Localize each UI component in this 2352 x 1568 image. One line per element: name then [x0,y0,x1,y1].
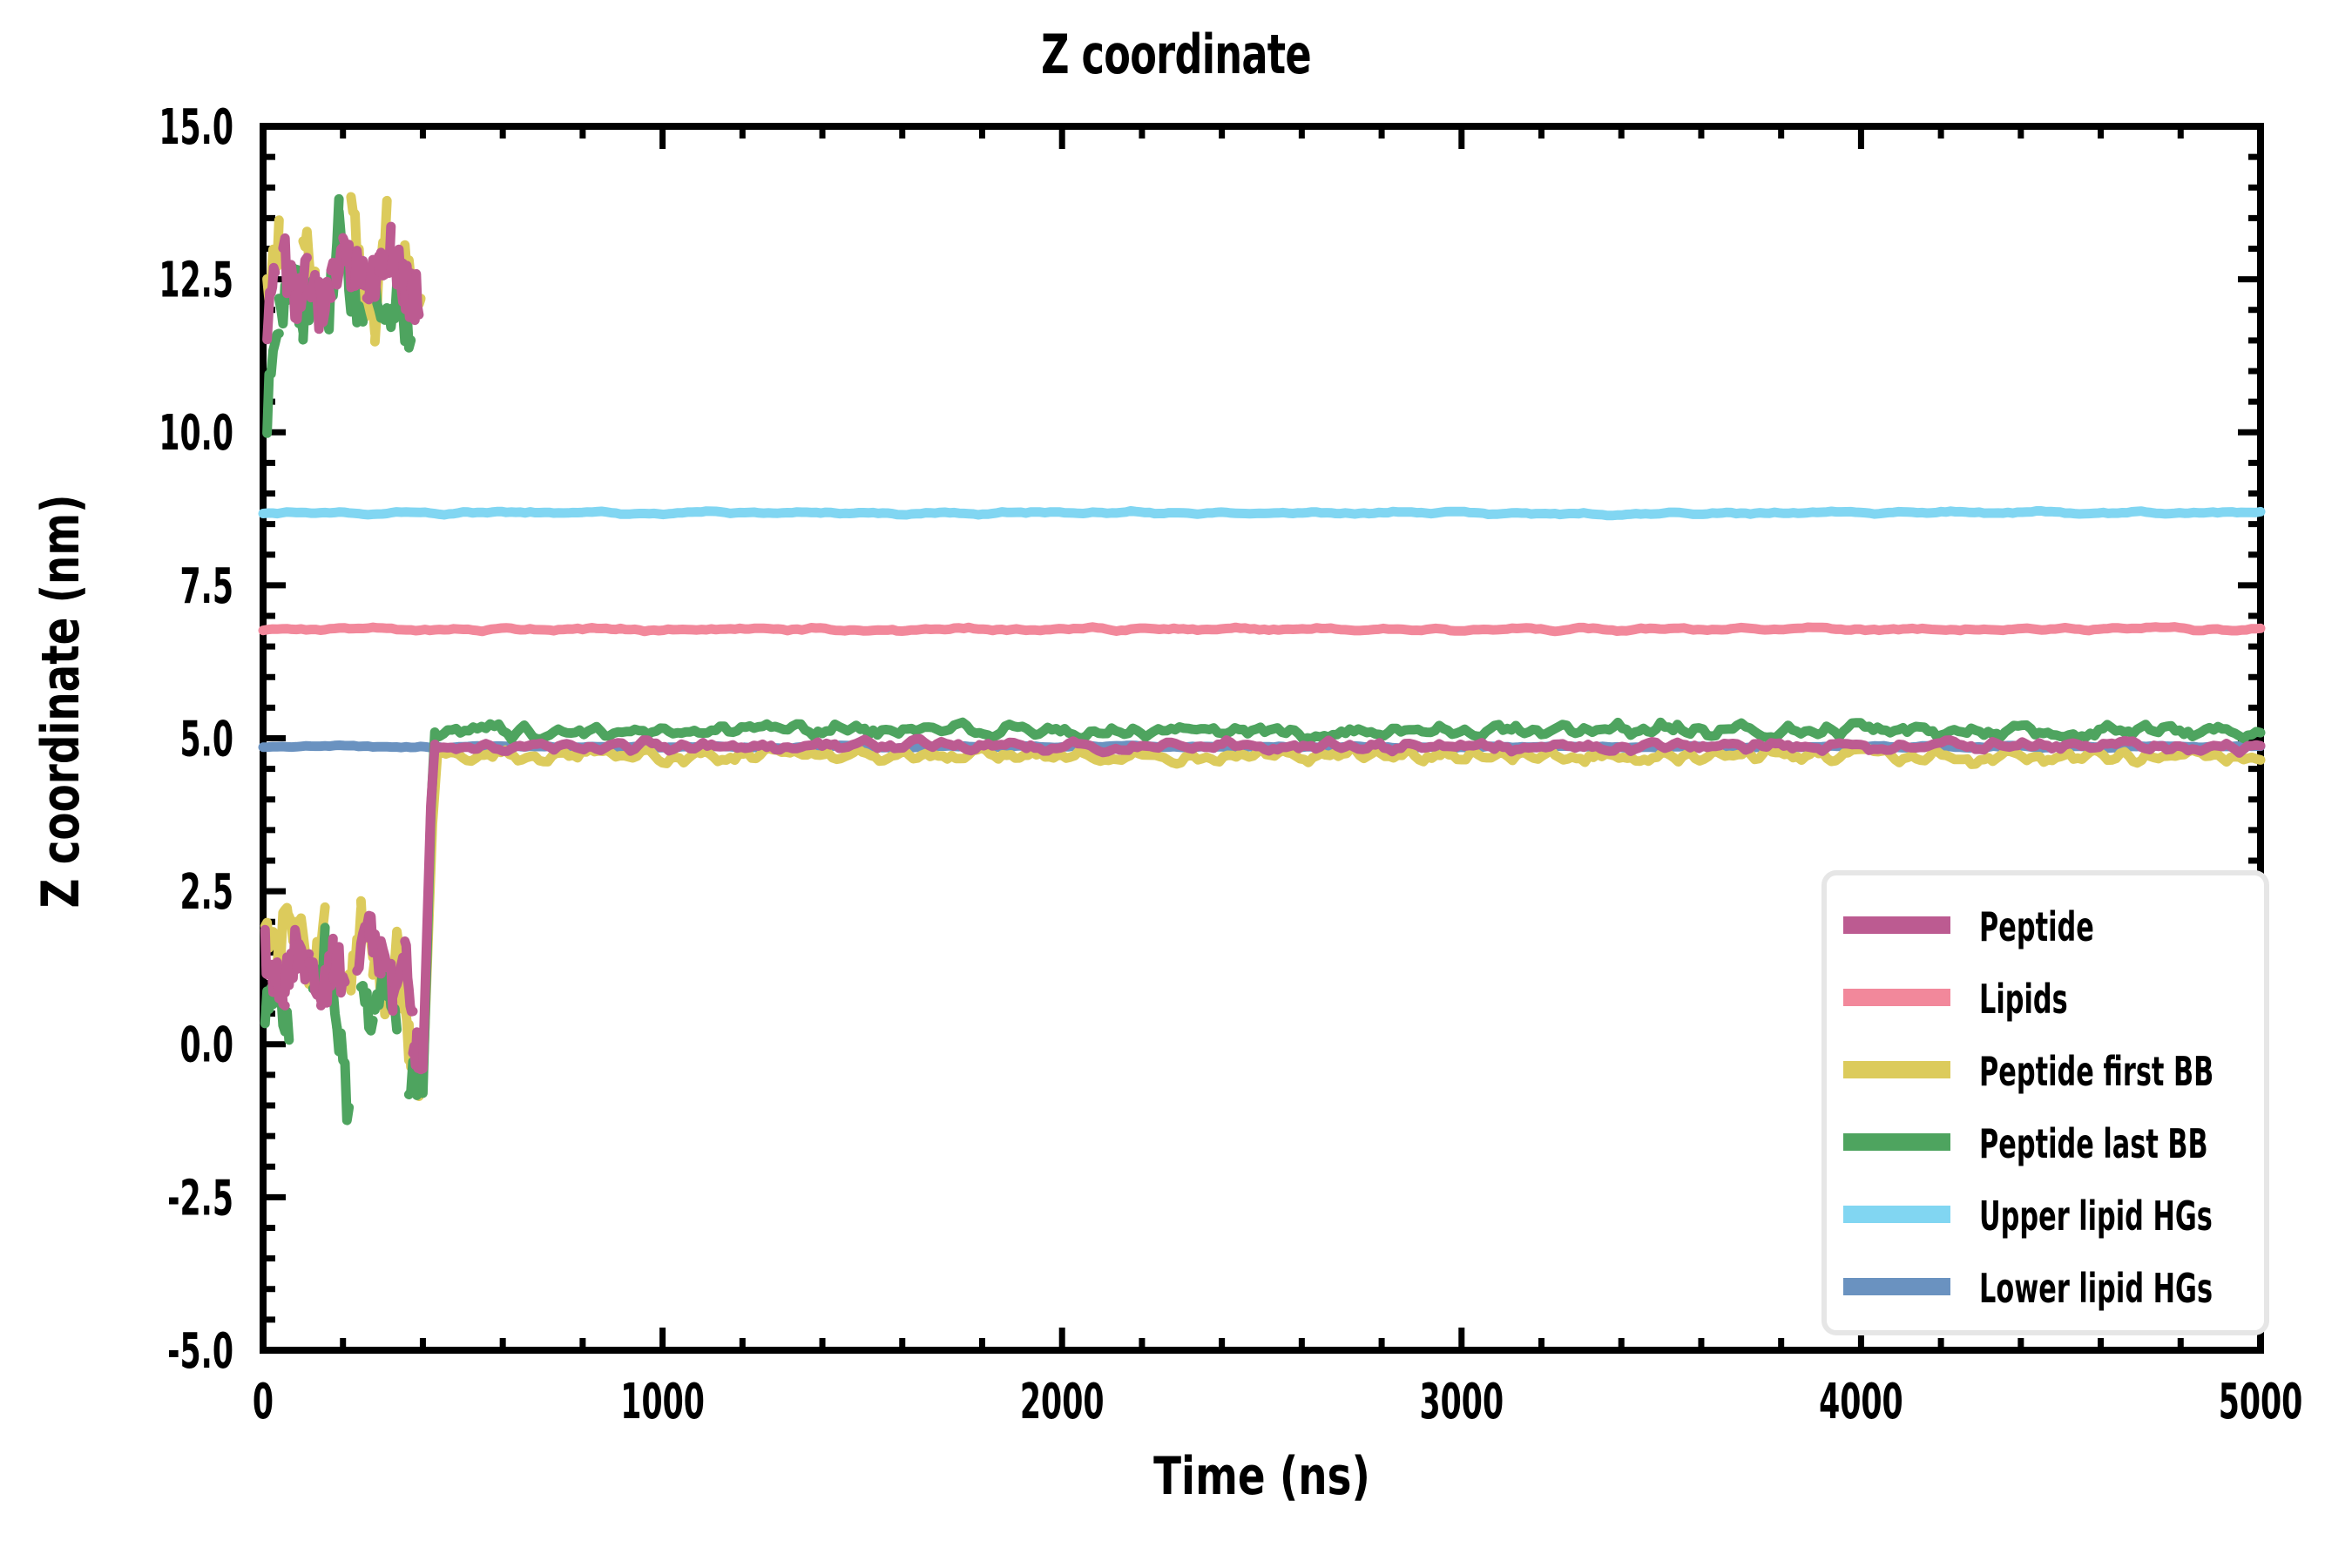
series-peptide-last-bb-transient-high [262,328,284,438]
series-peptide-first-bb-transient-low [272,902,294,972]
y-tick-label: -5.0 [167,1322,233,1379]
x-tick-label: 1000 [620,1373,705,1429]
series-peptide-transient-low [364,911,386,979]
y-tick-label: 5.0 [180,711,233,767]
x-axis-label: Time (ns) [1153,1446,1370,1507]
legend-label: Lipids [1979,977,2068,1024]
legend: Peptide Lipids Peptide first BB Peptide las… [1821,870,2269,1335]
series-peptide-transient-high [406,268,424,326]
y-tick-label: -2.5 [167,1170,233,1227]
axes: 0 1000 2000 3000 4000 5000 -5.0 -2.5 0.0 2.5 5.0 7.… [159,98,2302,1429]
series-peptide-plateau [417,733,2266,1074]
series-peptide-transient-low [316,933,338,1010]
data-series [258,192,2266,1125]
legend-label: Peptide last BB [1979,1122,2208,1168]
chart-title: Z coordinate [1041,23,1312,86]
series-peptide-transient-low [280,924,302,998]
y-tick-label: 7.5 [180,558,233,614]
series-peptide-last-bb-plateau [417,717,2266,1098]
series-peptide-transient-high [398,258,416,322]
y-tick-label: 15.0 [159,98,233,155]
series-peptide-transient-low [400,936,418,1017]
x-tick-label: 0 [253,1373,274,1429]
series-peptide-transient-high [262,262,280,345]
series-lipids [258,622,2266,637]
series-peptide-transient-high [290,253,312,325]
series-peptide-first-bb-transient-low [260,917,282,953]
y-tick-label: 2.5 [180,863,233,920]
series-peptide-transient-high [278,233,301,323]
series-peptide-transient-high [350,246,372,291]
series-peptide-transient-low [328,942,350,998]
series-peptide-transient-low [375,936,398,1017]
series-peptide-transient-high [314,276,336,328]
legend-label: Lower lipid HGs [1979,1267,2213,1313]
y-tick-label: 10.0 [159,405,233,462]
y-tick-label: 0.0 [180,1017,233,1073]
legend-label: Peptide [1979,905,2094,951]
x-tick-label: 2000 [1020,1373,1105,1429]
legend-label: Upper lipid HGs [1979,1194,2213,1240]
y-tick-label: 12.5 [159,252,233,308]
x-tick-label: 4000 [1819,1373,1903,1429]
series-peptide-transient-low [268,957,290,1010]
series-peptide-last-bb-transient-low [332,1022,355,1125]
x-tick-label: 3000 [1419,1373,1504,1429]
legend-label: Peptide first BB [1979,1050,2213,1096]
x-tick-label: 5000 [2219,1373,2303,1429]
series-peptide-first-bb-plateau [417,742,2266,1086]
series-upper-lipid-hgs [258,505,2266,521]
series-peptide-last-bb-transient-low [355,981,378,1036]
